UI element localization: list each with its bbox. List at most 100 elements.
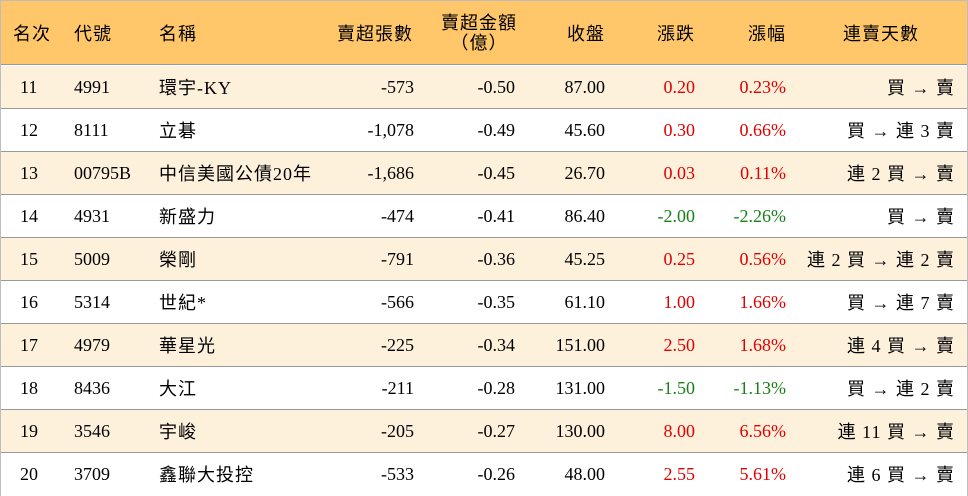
table-row: 17 4979 華星光 -225 -0.34 151.00 2.50 1.68% 連 4 買 →… [1, 324, 967, 367]
rank-cell: 14 [20, 205, 38, 226]
header-net-sell-amount: 賣超金額 （億） [437, 1, 521, 65]
rank-cell: 17 [20, 334, 38, 355]
code-cell: 8436 [74, 377, 110, 398]
close-cell: 48.00 [564, 463, 606, 484]
net-sell-amount-cell: -0.28 [477, 377, 516, 398]
streak-cell: 連 11 買 → 賣 [837, 422, 955, 442]
net-sell-amount-cell: -0.50 [477, 76, 516, 97]
streak-cell: 買 → 連 3 賣 [847, 121, 955, 141]
rank-cell: 19 [20, 420, 38, 441]
change-pct-cell: 0.23% [739, 76, 787, 97]
name-cell: 華星光 [159, 336, 216, 356]
header-change-pct: 漲幅 [748, 24, 786, 44]
header-net-sell-volume: 賣超張數 [337, 24, 413, 44]
change-pct-cell: 1.66% [739, 291, 787, 312]
net-sell-volume-cell: -205 [381, 420, 414, 441]
change-pct-cell: -2.26% [733, 205, 787, 226]
header-name: 名稱 [159, 24, 197, 44]
net-sell-amount-cell: -0.27 [477, 420, 516, 441]
change-pct-cell: -1.13% [733, 377, 787, 398]
net-sell-volume-cell: -211 [381, 377, 414, 398]
net-sell-volume-cell: -533 [381, 463, 414, 484]
name-cell: 大江 [159, 379, 197, 399]
code-cell: 4979 [74, 334, 110, 355]
table-row: 20 3709 鑫聯大投控 -533 -0.26 48.00 2.55 5.61% 連 6 買 … [1, 453, 967, 496]
net-sell-volume-cell: -1,686 [367, 162, 415, 183]
close-cell: 86.40 [564, 205, 606, 226]
close-cell: 130.00 [555, 420, 606, 441]
code-cell: 3546 [74, 420, 110, 441]
streak-cell: 連 6 買 → 賣 [847, 465, 955, 485]
net-sell-volume-cell: -225 [381, 334, 414, 355]
rank-cell: 12 [20, 119, 38, 140]
header-change: 漲跌 [657, 24, 695, 44]
code-cell: 00795B [74, 162, 132, 183]
code-cell: 5314 [74, 291, 110, 312]
net-sell-amount-cell: -0.41 [477, 205, 516, 226]
header-rank: 名次 [13, 24, 51, 44]
rank-cell: 16 [20, 291, 38, 312]
table-row: 13 00795B 中信美國公債20年 -1,686 -0.45 26.70 0.03 0.1… [1, 152, 967, 195]
table-header: 名次 代號 名稱 賣超張數 賣超金額 （億） 收盤 漲跌 漲幅 連賣天數 [1, 1, 967, 65]
streak-cell: 買 → 賣 [887, 207, 955, 227]
streak-cell: 連 4 買 → 賣 [847, 336, 955, 356]
change-cell: -1.50 [657, 377, 696, 398]
header-code: 代號 [74, 24, 112, 44]
table-row: 12 8111 立碁 -1,078 -0.49 45.60 0.30 0.66% 買 → 連 3… [1, 109, 967, 152]
change-pct-cell: 1.68% [739, 334, 787, 355]
close-cell: 45.25 [564, 248, 606, 269]
change-cell: 0.30 [663, 119, 696, 140]
rank-cell: 15 [20, 248, 38, 269]
rank-cell: 18 [20, 377, 38, 398]
net-sell-amount-cell: -0.49 [477, 119, 516, 140]
name-cell: 新盛力 [159, 207, 216, 227]
change-cell: 2.55 [663, 463, 696, 484]
name-cell: 宇峻 [159, 422, 197, 442]
table-row: 15 5009 榮剛 -791 -0.36 45.25 0.25 0.56% 連 2 買 → 連… [1, 238, 967, 281]
rank-cell: 13 [20, 162, 38, 183]
change-cell: 2.50 [663, 334, 696, 355]
name-cell: 鑫聯大投控 [159, 465, 254, 485]
change-pct-cell: 5.61% [739, 463, 787, 484]
table-row: 18 8436 大江 -211 -0.28 131.00 -1.50 -1.13% 買 → 連 … [1, 367, 967, 410]
close-cell: 26.70 [564, 162, 606, 183]
name-cell: 榮剛 [159, 250, 197, 270]
change-cell: 0.20 [663, 76, 696, 97]
header-streak: 連賣天數 [843, 24, 919, 44]
streak-cell: 連 2 買 → 賣 [847, 164, 955, 184]
close-cell: 87.00 [564, 76, 606, 97]
close-cell: 45.60 [564, 119, 606, 140]
change-cell: 1.00 [663, 291, 696, 312]
streak-cell: 買 → 連 2 賣 [847, 379, 955, 399]
header-close: 收盤 [567, 24, 605, 44]
code-cell: 8111 [74, 119, 109, 140]
close-cell: 131.00 [555, 377, 606, 398]
name-cell: 立碁 [159, 121, 197, 141]
close-cell: 61.10 [564, 291, 606, 312]
table-row: 19 3546 宇峻 -205 -0.27 130.00 8.00 6.56% 連 11 買 →… [1, 410, 967, 453]
net-sell-amount-cell: -0.35 [477, 291, 516, 312]
net-sell-volume-cell: -1,078 [367, 119, 415, 140]
net-sell-volume-cell: -791 [381, 248, 414, 269]
name-cell: 環宇-KY [159, 78, 232, 98]
header-net-sell-amount-line1: 賣超金額 [441, 13, 517, 33]
code-cell: 4991 [74, 76, 110, 97]
change-pct-cell: 6.56% [739, 420, 787, 441]
rank-cell: 11 [20, 76, 38, 97]
change-pct-cell: 0.11% [740, 162, 786, 183]
header-net-sell-amount-line2: （億） [450, 33, 508, 53]
table-row: 11 4991 環宇-KY -573 -0.50 87.00 0.20 0.23% 買 → 賣 [1, 66, 967, 109]
rank-cell: 20 [20, 463, 38, 484]
net-sell-amount-cell: -0.36 [477, 248, 516, 269]
change-cell: 0.25 [663, 248, 696, 269]
net-sell-volume-cell: -474 [381, 205, 414, 226]
name-cell: 中信美國公債20年 [159, 164, 312, 184]
net-sell-amount-cell: -0.45 [477, 162, 516, 183]
net-sell-volume-cell: -573 [381, 76, 414, 97]
streak-cell: 連 2 買 → 連 2 賣 [807, 250, 955, 270]
close-cell: 151.00 [555, 334, 606, 355]
name-cell: 世紀* [159, 293, 207, 313]
change-pct-cell: 0.56% [739, 248, 787, 269]
table-row: 16 5314 世紀* -566 -0.35 61.10 1.00 1.66% 買 → 連 7 … [1, 281, 967, 324]
